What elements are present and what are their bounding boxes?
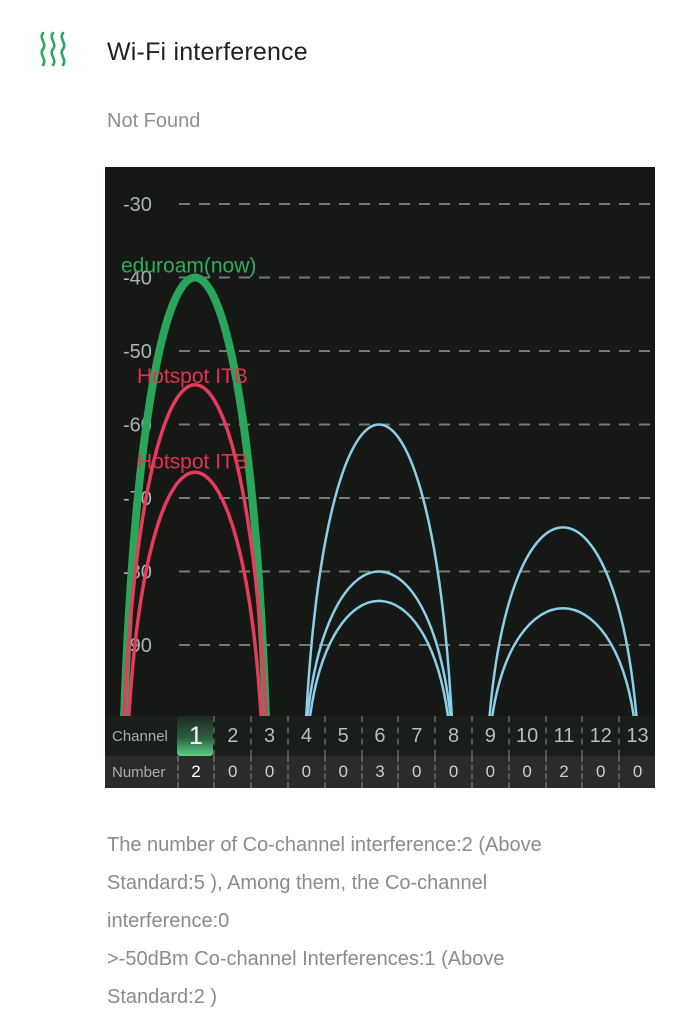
- signal-curve: [491, 607, 635, 716]
- channel-cell-2[interactable]: 2: [213, 716, 250, 756]
- channel-cell-6[interactable]: 6: [360, 716, 398, 756]
- channel-cell-9[interactable]: 9: [470, 716, 508, 756]
- network-label: Hotspot ITB: [137, 365, 248, 388]
- signal-curve: [120, 273, 270, 716]
- channel-cell-4[interactable]: 4: [286, 716, 324, 756]
- summary-line: Standard:2 ): [107, 986, 218, 1008]
- y-tick-label: -30: [123, 194, 152, 216]
- number-cell-10: 0: [507, 756, 545, 788]
- status-text: Not Found: [107, 110, 201, 132]
- interference-waves-icon: [40, 31, 66, 67]
- number-cell-4: 0: [286, 756, 324, 788]
- number-cell-12: 0: [581, 756, 618, 788]
- page-title: Wi-Fi interference: [107, 38, 308, 66]
- interference-summary: The number of Co-channel interference:2 …: [107, 826, 647, 1016]
- network-label: eduroam(now): [121, 255, 256, 278]
- summary-line: interference:0: [107, 910, 230, 932]
- number-cell-13: 0: [618, 756, 655, 788]
- signal-curve: [488, 526, 638, 716]
- signal-curve: [122, 383, 268, 716]
- channel-cell-11[interactable]: 11: [544, 716, 582, 756]
- number-cell-9: 0: [470, 756, 508, 788]
- number-cell-2: 0: [213, 756, 250, 788]
- channel-cell-8[interactable]: 8: [434, 716, 471, 756]
- number-cell-8: 0: [434, 756, 471, 788]
- signal-curve: [308, 599, 450, 716]
- channel-cell-5[interactable]: 5: [323, 716, 361, 756]
- summary-line: Standard:5 ), Among them, the Co-channel: [107, 872, 488, 894]
- channel-cell-7[interactable]: 7: [397, 716, 434, 756]
- signal-curve: [127, 470, 263, 716]
- wifi-channel-chart: -30 -40 -50 -60 -70 -80 -90 eduroam(now) Hotspot…: [105, 167, 655, 788]
- network-label: Hotspot ITB: [137, 450, 248, 473]
- number-cell-7: 0: [397, 756, 434, 788]
- y-tick-label: -40: [123, 268, 152, 290]
- channel-cell-12[interactable]: 12: [581, 716, 618, 756]
- number-cell-5: 0: [323, 756, 361, 788]
- summary-line: >-50dBm Co-channel Interferences:1 (Abov…: [107, 948, 505, 970]
- channel-cell-10[interactable]: 10: [507, 716, 545, 756]
- channel-cell-13[interactable]: 13: [618, 716, 655, 756]
- channel-cell-1[interactable]: 1: [176, 716, 214, 756]
- number-row-label: Number: [112, 763, 166, 781]
- channel-cell-3[interactable]: 3: [250, 716, 287, 756]
- channel-row-label: Channel: [112, 727, 168, 745]
- channel-row: Channel 1 2 3 4 5 6 7 8 9 10 11 12 13: [105, 716, 655, 756]
- y-tick-label: -50: [123, 341, 152, 363]
- signal-curve: [306, 570, 452, 716]
- signal-plot-svg: -30-40-50-60-70-80-90eduroam(now)Hotspot…: [120, 194, 655, 716]
- number-cell-1: 2: [176, 756, 214, 788]
- number-cell-11: 2: [544, 756, 582, 788]
- summary-line: The number of Co-channel interference:2 …: [107, 834, 542, 856]
- number-cell-3: 0: [250, 756, 287, 788]
- signal-plot: -30 -40 -50 -60 -70 -80 -90 eduroam(now) Hotspot…: [105, 167, 655, 716]
- signal-curve: [304, 423, 454, 716]
- number-cell-6: 3: [360, 756, 398, 788]
